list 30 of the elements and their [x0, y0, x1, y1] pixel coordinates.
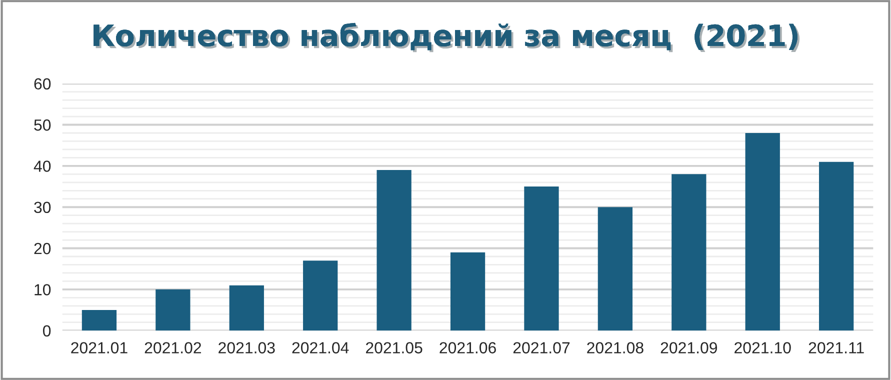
y-tick-label: 10	[34, 284, 51, 296]
y-tick-label: 50	[34, 119, 51, 131]
y-tick-label: 0	[43, 325, 51, 337]
x-tick-label: 2021.02	[144, 342, 202, 354]
bar	[303, 260, 338, 331]
x-tick-label: 2021.06	[440, 342, 496, 354]
bar	[156, 289, 190, 331]
bar	[82, 310, 117, 331]
bar	[376, 170, 412, 331]
bar	[819, 162, 854, 331]
bar	[745, 133, 780, 331]
x-tick-label: 2021.03	[218, 342, 275, 354]
x-tick-label: 2021.09	[660, 342, 718, 354]
bar	[672, 174, 706, 331]
chart-title: Количество наблюдений за месяц (2021)	[94, 22, 800, 52]
y-tick-label: 20	[34, 242, 51, 254]
x-tick-label: 2021.01	[71, 342, 128, 354]
bar	[524, 186, 559, 331]
bar	[450, 252, 486, 331]
y-tick-label: 40	[34, 160, 51, 172]
x-tick-label: 2021.10	[734, 342, 791, 354]
y-tick-label: 60	[34, 78, 51, 90]
bar	[598, 207, 633, 331]
x-tick-label: 2021.07	[513, 342, 570, 354]
x-tick-label: 2021.04	[292, 342, 349, 354]
x-tick-label: 2021.05	[366, 342, 422, 354]
bar	[229, 285, 264, 331]
x-tick-label: 2021.11	[808, 342, 864, 354]
y-tick-label: 30	[34, 202, 51, 214]
x-tick-label: 2021.08	[587, 342, 644, 354]
